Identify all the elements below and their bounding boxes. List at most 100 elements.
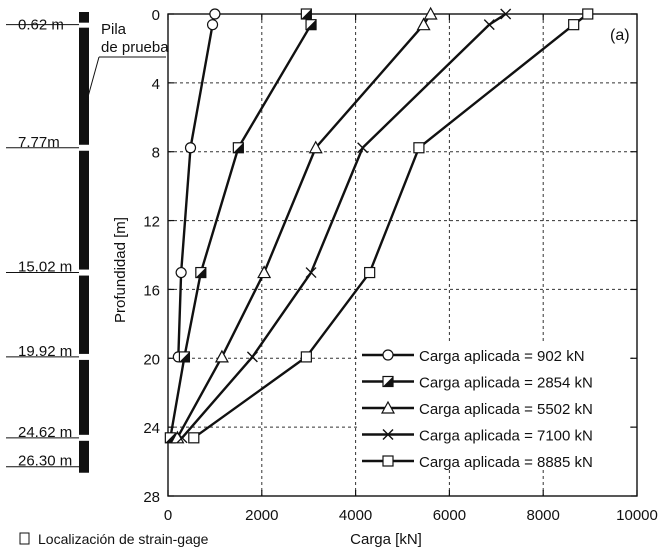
circle-marker (382, 349, 394, 361)
pile-segment (79, 440, 89, 464)
half-filled-square-marker (300, 8, 312, 20)
square-marker (382, 455, 394, 467)
x-tick-label: 2000 (245, 507, 278, 524)
gage-depth-label: 0.62 m (18, 17, 64, 34)
half-filled-square-marker (305, 19, 317, 31)
x-marker (382, 429, 394, 440)
legend: Carga aplicada = 902 kN Carga aplicada = … (362, 348, 593, 471)
triangle-marker (257, 265, 272, 279)
triangle-marker (308, 140, 323, 154)
x-marker (500, 8, 512, 20)
x-tick-label: 6000 (433, 507, 466, 524)
series-line (177, 13, 217, 357)
marker-fill (306, 19, 317, 30)
marker-fill (233, 142, 244, 153)
circle-marker (175, 266, 187, 279)
gage-depth-label: 26.30 m (18, 453, 72, 470)
x-tick-label: 10000 (616, 507, 658, 524)
x-marker (357, 142, 369, 154)
circle-marker (184, 142, 197, 154)
x-marker (176, 432, 188, 444)
pile-segment (79, 359, 89, 435)
x-marker-stroke (305, 267, 317, 279)
triangle-marker (416, 17, 431, 31)
x-marker (246, 351, 258, 363)
gage-depth-label: 15.02 m (18, 259, 72, 276)
half-filled-square-marker (232, 142, 244, 154)
half-filled-square-marker (178, 351, 191, 363)
x-marker-stroke (382, 429, 394, 440)
square-marker (568, 19, 580, 31)
legend-label: Carga aplicada = 8885 kN (419, 454, 593, 471)
gage-depth-label: 7.77m (18, 134, 60, 151)
data-series (164, 6, 594, 444)
legend-item: Carga aplicada = 902 kN (362, 348, 585, 365)
marker-fill (195, 267, 206, 278)
legend-item: Carga aplicada = 7100 kN (362, 428, 593, 445)
x-marker-stroke (483, 19, 495, 31)
gage-legend-label: Localización de strain-gage (38, 531, 209, 547)
series-circle (172, 8, 221, 363)
triangle-marker (423, 6, 438, 20)
series-x (176, 8, 512, 444)
y-tick-label: 0 (152, 7, 160, 24)
y-tick-label: 12 (143, 214, 160, 231)
panel-label: (a) (610, 27, 630, 44)
legend-label: Carga aplicada = 902 kN (419, 348, 585, 365)
pile-segment (79, 275, 89, 354)
circle-marker (206, 19, 219, 31)
half-filled-square-marker (195, 266, 207, 279)
x-marker (305, 267, 317, 279)
gage-depth-label: 19.92 m (18, 343, 72, 360)
series-half-filled-square (164, 8, 317, 444)
pile-segment (79, 27, 89, 145)
gage-legend-symbol (19, 532, 30, 545)
triangle-marker (214, 349, 229, 363)
legend-label: Carga aplicada = 7100 kN (419, 428, 593, 445)
legend-item: Carga aplicada = 8885 kN (362, 454, 593, 471)
x-axis-label: Carga [kN] (350, 531, 422, 548)
pile-label-line2: de prueba (101, 39, 169, 56)
legend-label: Carga aplicada = 5502 kN (419, 401, 593, 418)
legend-box (360, 343, 628, 470)
legend-item: Carga aplicada = 5502 kN (362, 400, 593, 418)
square-marker (364, 266, 376, 279)
legend-item: Carga aplicada = 2854 kN (362, 375, 593, 392)
x-tick-label: 4000 (339, 507, 372, 524)
square-marker (413, 142, 425, 154)
square-marker (582, 8, 594, 20)
pile-segment (79, 150, 89, 270)
x-marker-stroke (246, 351, 258, 363)
series-line (169, 13, 313, 439)
square-marker (188, 432, 200, 444)
axis-ticks: 0 2000 4000 6000 8000 10000 0 4 8 12 16 20 24 28 (143, 7, 658, 524)
gage-depth-label: 24.62 m (18, 424, 72, 441)
y-tick-label: 24 (143, 420, 160, 437)
plot-frame (167, 13, 638, 497)
x-marker-stroke (176, 432, 188, 444)
y-tick-label: 8 (152, 145, 160, 162)
square-marker (300, 351, 312, 363)
legend-label: Carga aplicada = 2854 kN (419, 375, 593, 392)
pile-label-line1: Pila (101, 21, 127, 38)
pile-segment (79, 12, 89, 23)
x-marker-stroke (357, 142, 369, 154)
series-square (188, 8, 594, 444)
marker-fill (383, 376, 393, 387)
x-tick-label: 8000 (527, 507, 560, 524)
series-triangle (170, 6, 438, 444)
test-pile-diagram: 0.62 m 7.77m 15.02 m 19.92 m 24.62 m 26.30 m (6, 12, 89, 473)
y-tick-label: 28 (143, 489, 160, 506)
circle-marker (209, 8, 221, 20)
y-tick-label: 20 (143, 351, 160, 368)
x-marker (483, 19, 495, 31)
y-axis-label: Profundidad [m] (112, 217, 129, 323)
half-filled-square-marker (382, 375, 394, 388)
marker-fill (301, 9, 312, 19)
pile-label-leader (85, 56, 100, 105)
x-tick-label: 0 (164, 507, 172, 524)
pile-tip (79, 458, 89, 473)
y-tick-label: 4 (152, 76, 160, 93)
x-marker-stroke (500, 8, 512, 20)
